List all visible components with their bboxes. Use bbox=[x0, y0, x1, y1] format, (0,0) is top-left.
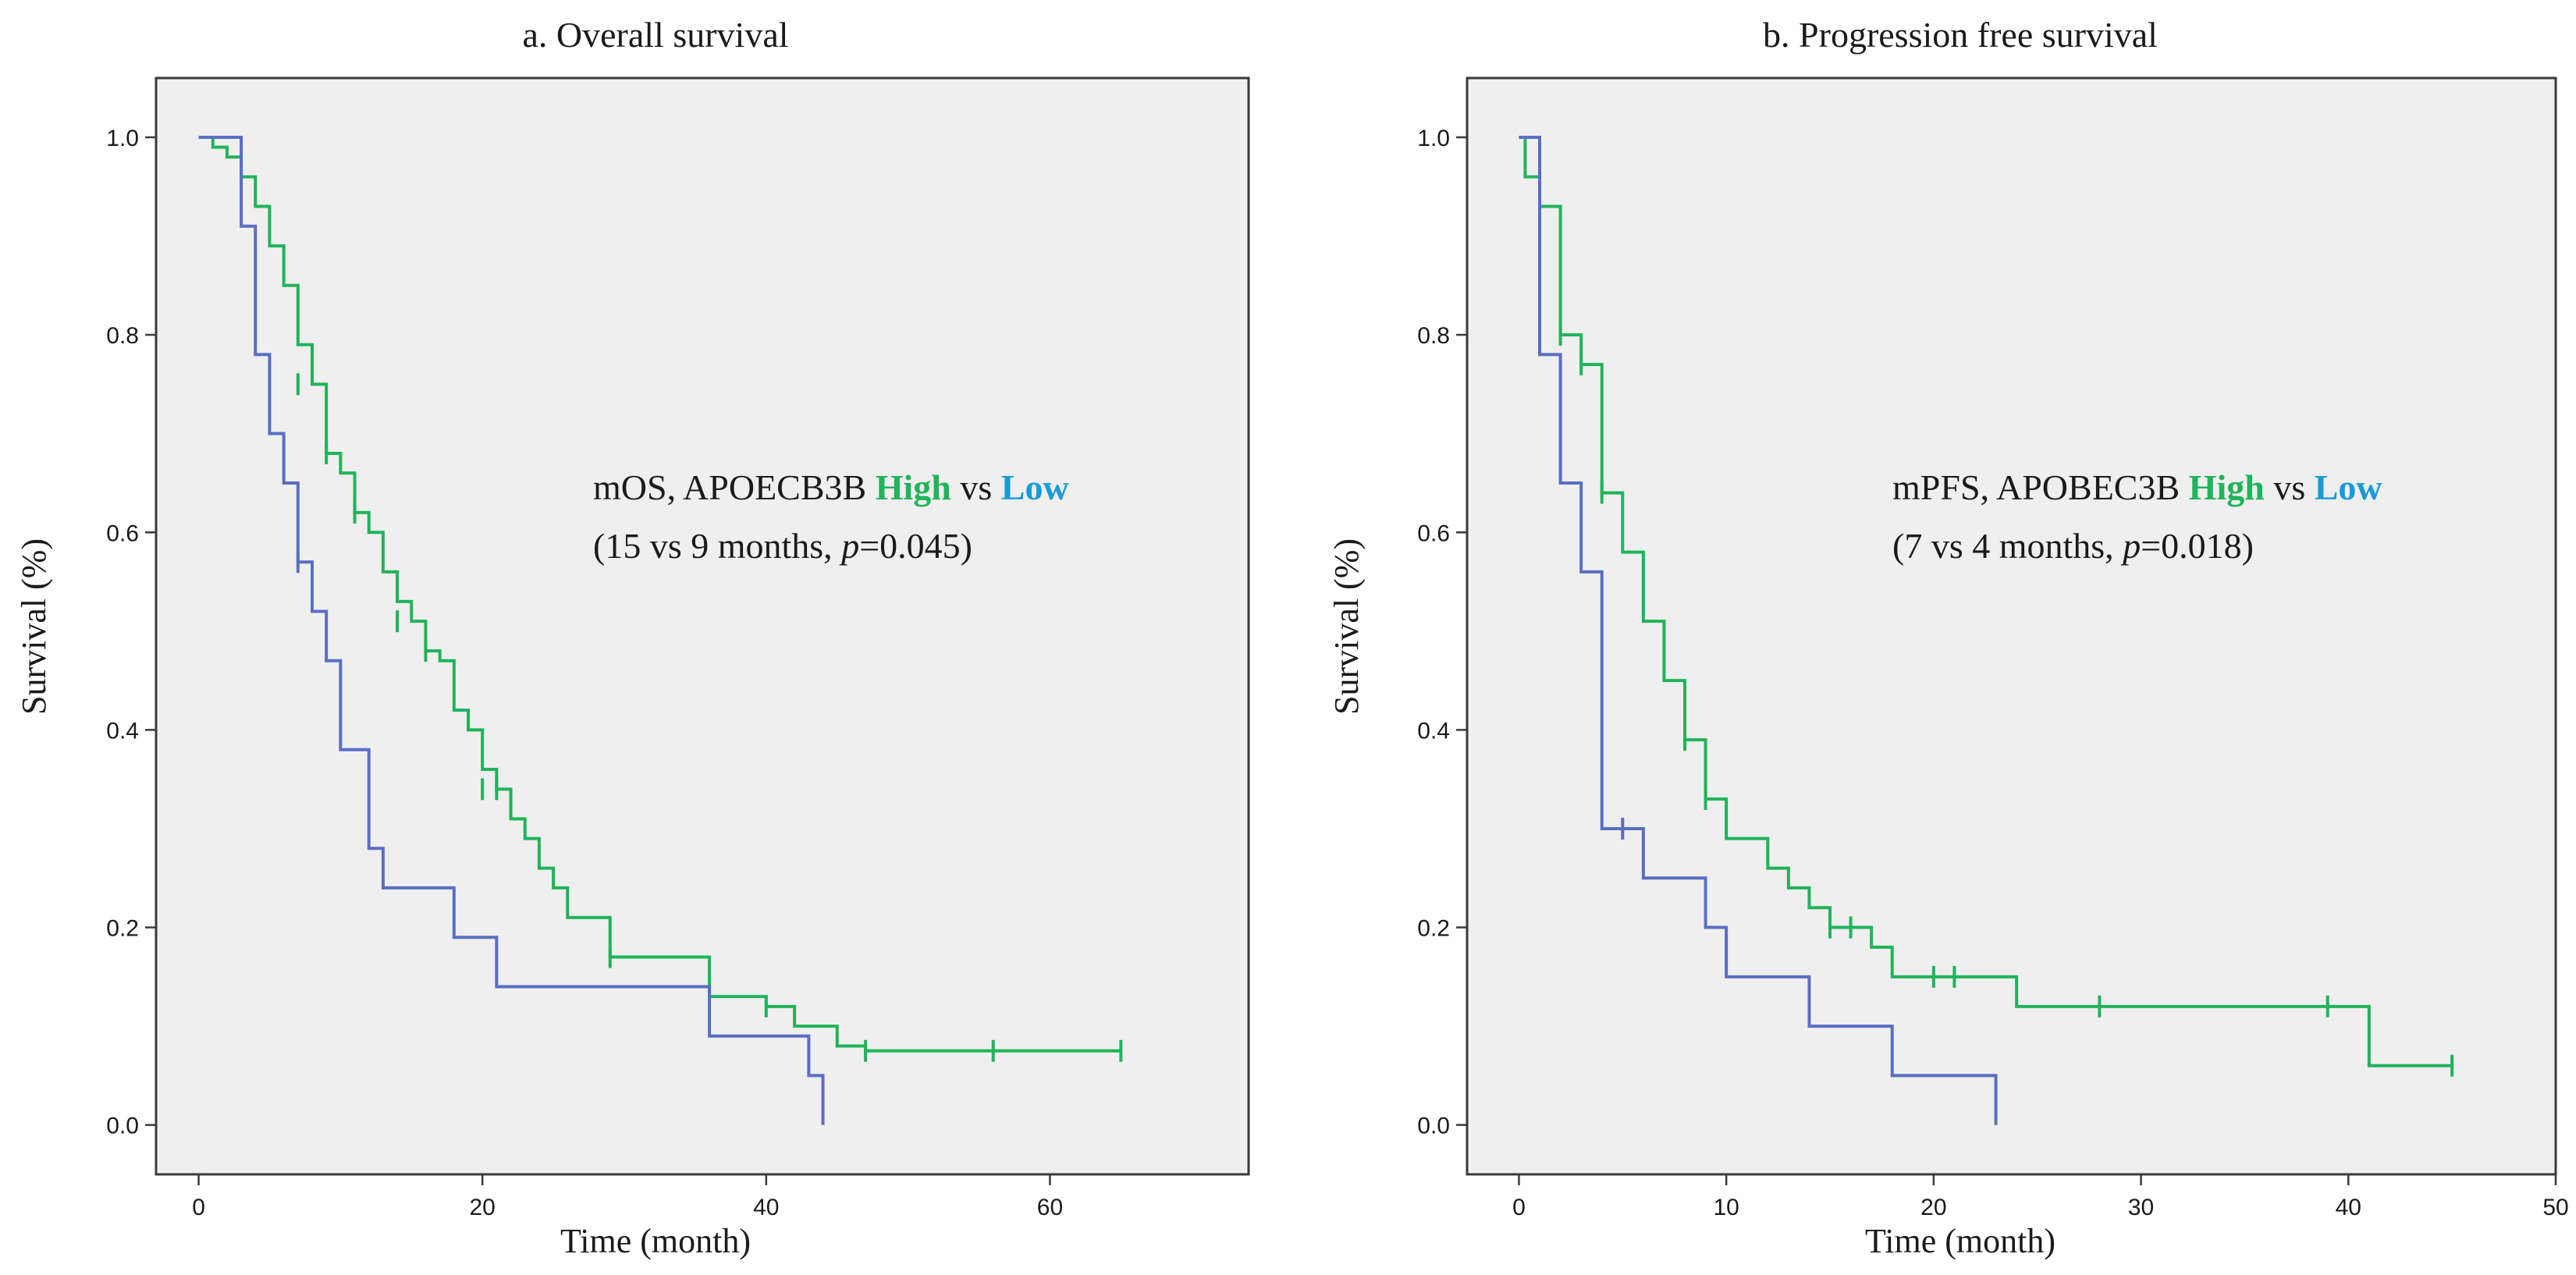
y-tick-label: 0.8 bbox=[106, 323, 139, 349]
y-tick-label: 0.0 bbox=[1417, 1113, 1450, 1139]
x-tick-label: 0 bbox=[1512, 1195, 1526, 1220]
y-tick-label: 0.8 bbox=[1417, 323, 1450, 349]
annotation-p-value: =0.045) bbox=[859, 526, 972, 566]
x-axis: 0 20 40 60 bbox=[192, 1174, 1063, 1220]
x-tick-label: 50 bbox=[2542, 1195, 2568, 1220]
panel-title: b. Progression free survival bbox=[1763, 15, 2158, 55]
annotation-vs: vs bbox=[951, 467, 1001, 507]
x-tick-label: 30 bbox=[2128, 1195, 2154, 1220]
x-tick-label: 20 bbox=[1920, 1195, 1946, 1220]
y-tick-label: 0.6 bbox=[106, 520, 139, 546]
panel-progression-free-survival: b. Progression free survival 0 10 20 30 40 50… bbox=[1327, 15, 2569, 1260]
y-tick-label: 0.6 bbox=[1417, 520, 1450, 546]
km-curve-high bbox=[198, 135, 1121, 1053]
annotation-p-value: =0.018) bbox=[2141, 526, 2254, 566]
annotation-prefix: mOS, APOECB3B bbox=[593, 467, 876, 507]
annotation-stats: (15 vs 9 months, bbox=[593, 526, 841, 566]
y-axis-label: Survival (%) bbox=[1327, 538, 1366, 715]
x-axis-label: Time (month) bbox=[1865, 1222, 2055, 1260]
km-curve-high bbox=[1519, 135, 2453, 1067]
x-tick-label: 20 bbox=[469, 1195, 495, 1220]
annotation-stats: (7 vs 4 months, bbox=[1892, 526, 2123, 566]
annotation-p: p bbox=[839, 526, 859, 566]
x-tick-label: 10 bbox=[1713, 1195, 1739, 1220]
x-tick-label: 60 bbox=[1037, 1195, 1063, 1220]
annotation-prefix: mPFS, APOBEC3B bbox=[1892, 467, 2189, 507]
y-tick-label: 0.2 bbox=[106, 916, 139, 942]
panel-overall-survival: a. Overall survival 0 20 40 60 0.0 0.2 0.4 0.6… bbox=[15, 15, 1250, 1260]
x-tick-label: 40 bbox=[753, 1195, 779, 1220]
y-axis: 0.0 0.2 0.4 0.6 0.8 1.0 bbox=[106, 126, 156, 1139]
km-curve-low bbox=[198, 135, 825, 1125]
y-tick-label: 0.2 bbox=[1417, 916, 1450, 942]
panel-title: a. Overall survival bbox=[522, 15, 788, 55]
x-tick-label: 40 bbox=[2336, 1195, 2361, 1220]
plot-area bbox=[1466, 76, 2557, 1176]
y-axis-label: Survival (%) bbox=[15, 538, 53, 715]
annotation-p: p bbox=[2120, 526, 2141, 566]
km-curve-low bbox=[1519, 135, 1998, 1125]
x-tick-label: 0 bbox=[192, 1195, 205, 1220]
y-tick-label: 1.0 bbox=[106, 126, 139, 151]
x-axis: 0 10 20 30 40 50 bbox=[1512, 1174, 2569, 1220]
y-tick-label: 0.4 bbox=[106, 718, 139, 744]
y-axis: 0.0 0.2 0.4 0.6 0.8 1.0 bbox=[1417, 126, 1467, 1139]
y-tick-label: 0.0 bbox=[106, 1113, 139, 1139]
y-tick-label: 1.0 bbox=[1417, 126, 1450, 151]
annotation-line-1: mPFS, APOBEC3B High vs Low bbox=[1892, 467, 2382, 507]
x-axis-label: Time (month) bbox=[560, 1222, 751, 1260]
annotation-vs: vs bbox=[2265, 467, 2315, 507]
plot-area bbox=[155, 76, 1250, 1176]
annotation-high: High bbox=[876, 467, 951, 507]
curves bbox=[1519, 135, 2454, 1125]
annotation-line-1: mOS, APOECB3B High vs Low bbox=[593, 467, 1069, 507]
curves bbox=[198, 135, 1123, 1125]
annotation-line-2: (15 vs 9 months, p=0.045) bbox=[593, 526, 972, 566]
annotation-high: High bbox=[2189, 467, 2265, 507]
annotation-low: Low bbox=[2315, 467, 2382, 507]
annotation-low: Low bbox=[1001, 467, 1069, 507]
annotation-line-2: (7 vs 4 months, p=0.018) bbox=[1892, 526, 2254, 566]
y-tick-label: 0.4 bbox=[1417, 718, 1450, 744]
